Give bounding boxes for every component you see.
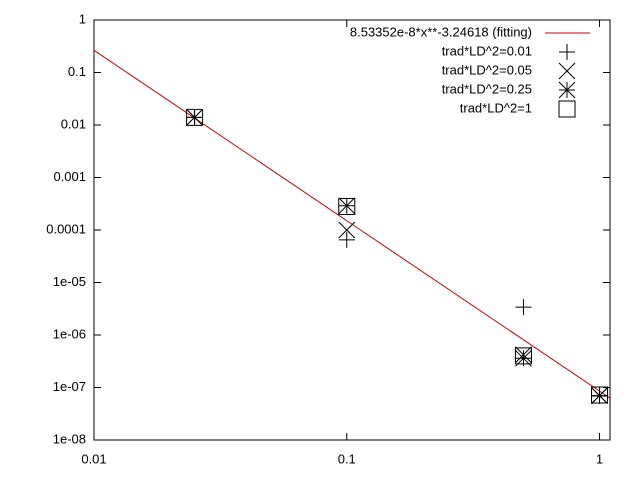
legend-label: trad*LD^2=1 bbox=[460, 100, 532, 115]
y-tick-label: 0.0001 bbox=[46, 221, 86, 236]
y-tick-label: 1e-05 bbox=[53, 274, 86, 289]
plot-border bbox=[93, 19, 611, 441]
x-tick-label: 0.01 bbox=[81, 451, 106, 466]
legend-swatch bbox=[558, 100, 576, 118]
y-tick-label: 1 bbox=[79, 11, 86, 26]
legend-swatch bbox=[558, 62, 576, 80]
data-point bbox=[338, 198, 356, 216]
data-point bbox=[591, 386, 609, 404]
x-tick-label: 0.1 bbox=[338, 451, 356, 466]
data-point bbox=[338, 221, 356, 239]
y-tick-label: 0.01 bbox=[61, 116, 86, 131]
data-point bbox=[186, 108, 204, 126]
y-tick-label: 0.1 bbox=[68, 64, 86, 79]
data-point bbox=[591, 387, 608, 404]
legend-label: 8.53352e-8*x**-3.24618 (fitting) bbox=[350, 24, 532, 39]
y-tick-label: 1e-08 bbox=[53, 431, 86, 446]
y-tick-label: 1e-07 bbox=[53, 379, 86, 394]
legend-label: trad*LD^2=0.05 bbox=[442, 62, 532, 77]
data-point bbox=[515, 299, 532, 316]
legend-swatch bbox=[559, 44, 575, 60]
legend-label: trad*LD^2=0.25 bbox=[442, 81, 532, 96]
y-tick-label: 0.001 bbox=[53, 169, 86, 184]
data-point bbox=[514, 347, 532, 365]
legend-label: trad*LD^2=0.01 bbox=[442, 43, 532, 58]
x-tick-label: 1 bbox=[596, 451, 603, 466]
data-point bbox=[338, 231, 355, 248]
legend-swatch bbox=[558, 81, 576, 99]
y-tick-label: 1e-06 bbox=[53, 326, 86, 341]
data-point bbox=[515, 349, 532, 367]
data-point bbox=[186, 108, 203, 126]
data-point bbox=[338, 197, 356, 215]
